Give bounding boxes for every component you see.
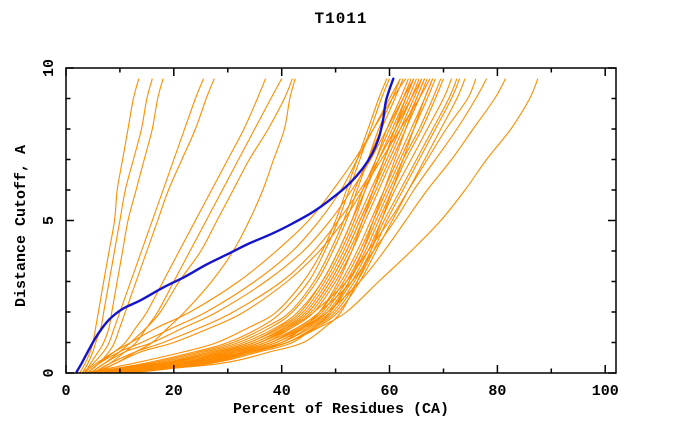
model-curve-model-37: [87, 78, 215, 374]
model-curve-model-34: [81, 78, 153, 374]
model-curve-model-25: [95, 78, 431, 374]
chart-title: T1011: [314, 10, 368, 28]
model-curve-model-20: [127, 78, 466, 374]
model-curve-model-41: [92, 78, 296, 374]
model-curve-model-32: [109, 78, 539, 374]
x-tick-label: 100: [592, 383, 619, 400]
x-tick-label: 0: [61, 383, 70, 400]
reference-curve: [75, 77, 395, 373]
model-curve-model-04: [84, 78, 388, 374]
y-tick-label: 0: [41, 368, 58, 377]
x-tick-label: 40: [273, 383, 291, 400]
model-curve-model-35: [84, 78, 164, 374]
model-curve-model-33: [79, 78, 140, 374]
model-curve-model-40: [89, 78, 294, 374]
plot-border: [65, 67, 617, 374]
y-tick-label: 10: [41, 59, 58, 77]
model-curve-model-28: [109, 78, 434, 374]
model-curve-model-01: [87, 78, 391, 374]
model-curve-model-29: [98, 78, 477, 374]
model-curve-model-30: [103, 78, 488, 374]
model-curve-model-02: [92, 78, 401, 374]
model-curve-model-09: [95, 78, 415, 374]
x-tick-label: 20: [165, 383, 183, 400]
model-curve-model-22: [89, 78, 415, 374]
model-curve-model-31: [106, 78, 506, 374]
x-axis-label: Percent of Residues (CA): [232, 401, 450, 418]
y-tick-label: 5: [41, 216, 58, 225]
x-tick-label: 80: [488, 383, 506, 400]
model-curve-model-39: [92, 78, 283, 374]
model-curve-model-36: [81, 78, 205, 374]
x-tick-label: 60: [380, 383, 398, 400]
model-curve-model-38: [87, 78, 267, 374]
